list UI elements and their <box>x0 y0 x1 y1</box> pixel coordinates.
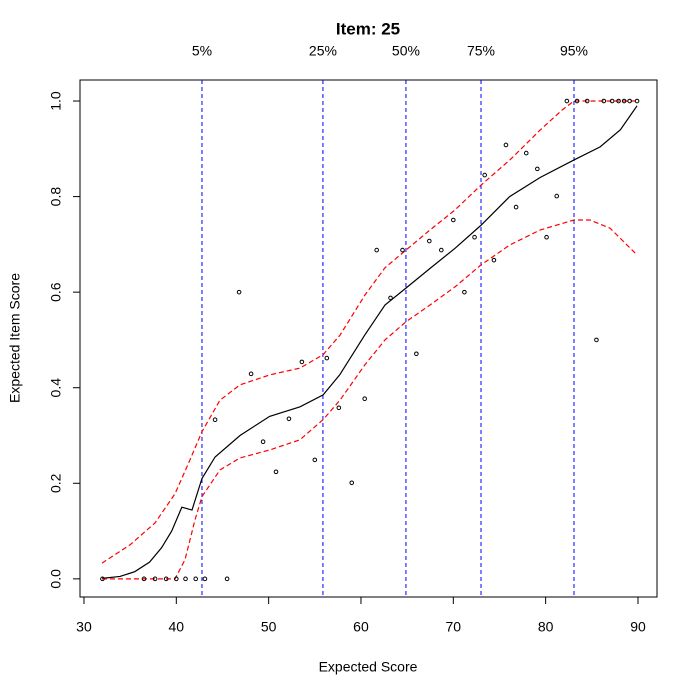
observed-point <box>609 98 615 104</box>
percentile-label: 95% <box>560 43 588 59</box>
observed-point <box>634 98 640 104</box>
y-tick-label: 0.8 <box>48 187 64 207</box>
observed-point <box>374 247 379 253</box>
observed-point <box>594 337 599 343</box>
observed-point <box>400 247 405 253</box>
x-tick-label: 60 <box>353 619 369 635</box>
observed-point <box>554 193 560 199</box>
fitted-line <box>101 105 638 579</box>
percentile-label: 25% <box>309 43 337 59</box>
observed-point <box>248 371 254 377</box>
observed-point <box>236 289 242 295</box>
observed-point <box>491 257 497 263</box>
observed-point <box>324 355 330 361</box>
confidence-band <box>101 219 638 580</box>
observed-point <box>193 576 198 582</box>
y-tick-label: 0.4 <box>48 378 64 398</box>
plot-frame <box>79 79 658 598</box>
percentile-label: 50% <box>392 43 420 59</box>
observed-point <box>535 166 540 172</box>
observed-point <box>100 576 105 582</box>
observed-point <box>523 150 529 156</box>
y-tick-label: 1.0 <box>48 91 64 111</box>
observed-point <box>362 396 367 402</box>
observed-point <box>224 576 230 582</box>
y-tick-label: 0.2 <box>48 473 64 493</box>
observed-point <box>212 417 218 423</box>
observed-point <box>503 142 509 148</box>
y-tick-label: 0.0 <box>48 569 64 589</box>
x-tick-label: 80 <box>538 619 554 635</box>
chart-title: Item: 25 <box>336 19 400 38</box>
observed-point <box>388 295 393 301</box>
observed-point <box>202 576 208 582</box>
observed-point <box>616 98 621 104</box>
x-tick-label: 50 <box>261 619 277 635</box>
observed-point <box>286 416 292 422</box>
x-tick-label: 70 <box>446 619 462 635</box>
observed-point <box>260 439 266 445</box>
x-tick-label: 90 <box>630 619 646 635</box>
observed-point <box>513 204 519 210</box>
observed-point <box>462 289 467 295</box>
percentile-label: 5% <box>192 43 212 59</box>
observed-point <box>349 480 355 486</box>
observed-point <box>584 98 590 104</box>
observed-point <box>427 238 432 244</box>
x-tick-label: 40 <box>169 619 185 635</box>
y-axis-title: Expected Item Score <box>7 273 23 403</box>
observed-point <box>152 576 158 582</box>
observed-point <box>472 234 477 240</box>
observed-point <box>564 98 570 104</box>
observed-point <box>183 576 188 582</box>
y-tick-label: 0.6 <box>48 282 64 302</box>
confidence-band <box>101 100 638 564</box>
percentile-label: 75% <box>467 43 495 59</box>
observed-point <box>414 351 419 357</box>
observed-point <box>574 98 580 104</box>
observed-point <box>174 576 179 582</box>
x-axis-title: Expected Score <box>319 659 418 675</box>
observed-point <box>336 405 342 411</box>
observed-point <box>141 576 147 582</box>
observed-point <box>163 576 169 582</box>
observed-point <box>312 457 318 463</box>
observed-point <box>273 469 279 475</box>
observed-point <box>451 217 456 223</box>
observed-point <box>627 98 632 104</box>
observed-point <box>621 98 627 104</box>
observed-point <box>439 247 444 253</box>
observed-point <box>482 172 488 178</box>
observed-point <box>544 234 549 240</box>
x-tick-label: 30 <box>76 619 92 635</box>
observed-point <box>299 359 305 365</box>
observed-point <box>601 98 607 104</box>
